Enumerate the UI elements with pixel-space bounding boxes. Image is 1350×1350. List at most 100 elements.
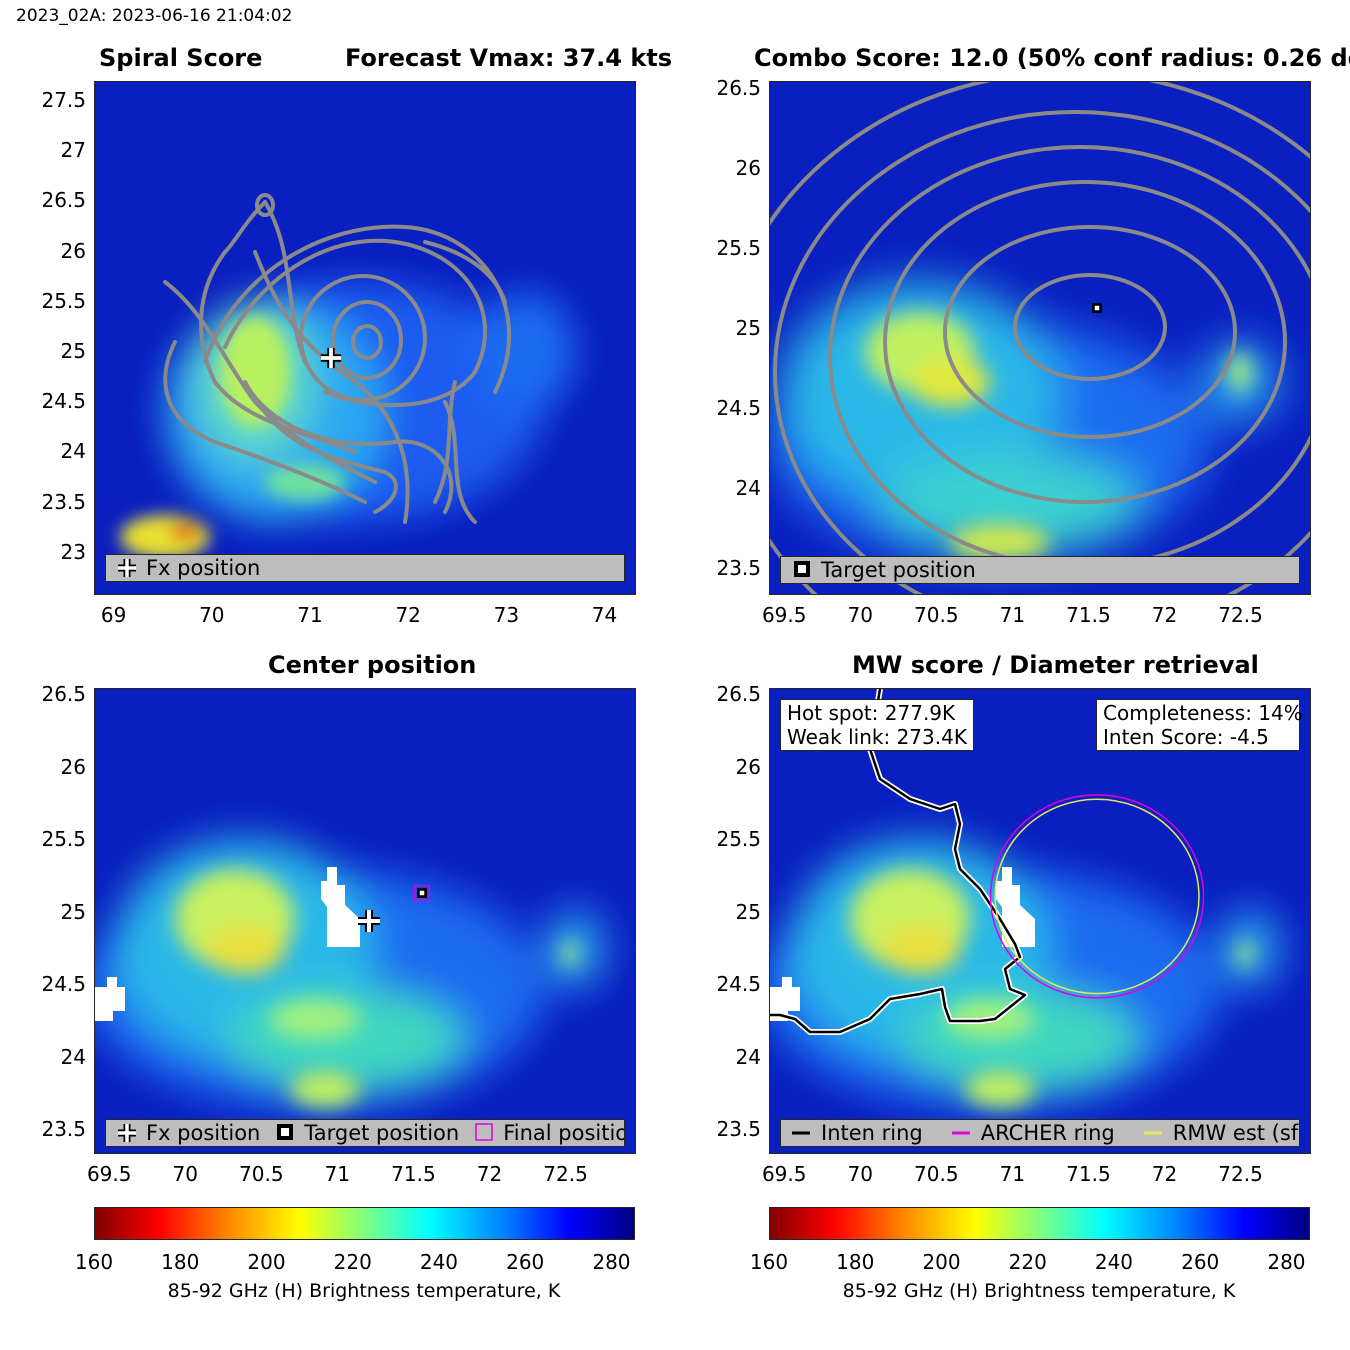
image-header: 2023_02A: 2023-06-16 21:04:02 [16, 6, 293, 26]
y-tick-label: 24.5 [41, 389, 86, 414]
y-tick-label: 24.5 [716, 972, 761, 997]
y-tick-label: 25.5 [41, 827, 86, 852]
x-tick-label: 71.5 [1066, 603, 1111, 627]
x-tick-label: 70.5 [914, 603, 959, 627]
y-tick-label: 25 [60, 339, 86, 364]
colorbar-left [94, 1207, 635, 1240]
square-icon [794, 561, 810, 577]
open-square-icon [475, 1123, 493, 1141]
x-tick-label: 70 [847, 1162, 873, 1186]
center-heatmap [95, 689, 635, 1153]
y-tick-label: 24 [735, 1044, 761, 1069]
combo-contours [770, 82, 1310, 594]
x-tick-label: 71.5 [391, 1162, 436, 1186]
colorbar-tick-label: 260 [506, 1250, 545, 1274]
legend-label: Fx position [146, 556, 261, 580]
y-tick-label: 25 [735, 316, 761, 340]
y-tick-label: 23 [60, 539, 86, 564]
completeness-text: Completeness: 14% [1103, 701, 1303, 725]
y-tick-label: 23.5 [41, 489, 86, 514]
combo-heatmap [770, 82, 1310, 594]
x-tick-label: 70.5 [239, 1162, 284, 1186]
y-tick-label: 24 [735, 476, 761, 500]
colorbar-tick-label: 180 [161, 1250, 200, 1274]
spiral-contours [163, 193, 512, 524]
center-map: Fx position Target position Final positi… [94, 688, 636, 1154]
hot-spot-text: Hot spot: 277.9K [787, 701, 956, 725]
land-mask [95, 977, 125, 1021]
colorbar-tick-label: 240 [419, 1250, 459, 1274]
x-tick-label: 72 [1151, 603, 1178, 627]
x-tick-label: 71 [999, 603, 1026, 627]
y-tick-label: 25.5 [41, 288, 86, 313]
colorbar-tick-label: 280 [592, 1250, 631, 1274]
land-mask [321, 867, 360, 947]
mw-info-right: Completeness: 14% Inten Score: -4.5 [1096, 699, 1303, 751]
spiral-heatmap [95, 82, 635, 594]
y-tick-label: 24.5 [716, 396, 761, 420]
land-mask [770, 977, 800, 1021]
legend-label: Fx position [146, 1121, 261, 1145]
spiral-vmax-title: Forecast Vmax: 37.4 kts [345, 44, 673, 72]
line-icon [1143, 1131, 1162, 1135]
y-tick-label: 23.5 [716, 556, 761, 580]
target-position-marker [1088, 299, 1106, 321]
archer-ring [989, 794, 1205, 999]
mw-info-left: Hot spot: 277.9K Weak link: 273.4K [780, 699, 974, 751]
y-tick-label: 25.5 [716, 236, 761, 260]
y-tick-label: 26 [60, 238, 86, 263]
colorbar-tick-label: 200 [247, 1250, 286, 1274]
mw-heatmap [770, 689, 1310, 1153]
cross-icon [118, 1124, 136, 1142]
legend-label: Inten ring [821, 1121, 923, 1145]
combo-title: Combo Score: 12.0 (50% conf radius: 0.26… [754, 44, 1350, 72]
y-tick-label: 26 [735, 754, 761, 779]
cross-icon [118, 559, 136, 577]
x-tick-label: 69 [100, 603, 127, 627]
legend-item-fx: Fx position [106, 556, 260, 580]
legend-item-final: Final position [463, 1121, 624, 1145]
mw-map: Hot spot: 277.9K Weak link: 273.4K Compl… [769, 688, 1311, 1154]
y-tick-label: 25 [60, 899, 86, 924]
mw-legend: Inten ring ARCHER ring RMW est (sfc) [780, 1119, 1300, 1147]
colorbar-tick-label: 280 [1267, 1250, 1306, 1274]
line-icon [951, 1131, 970, 1135]
spiral-title: Spiral Score [99, 44, 263, 72]
y-tick-label: 26.5 [41, 682, 86, 707]
legend-label: RMW est (sfc) [1172, 1121, 1299, 1145]
y-tick-label: 23.5 [41, 1117, 86, 1142]
center-legend: Fx position Target position Final positi… [105, 1119, 625, 1147]
rmw-ring [994, 798, 1200, 995]
y-tick-label: 27 [60, 138, 86, 163]
y-tick-label: 26.5 [716, 76, 761, 100]
square-icon [277, 1124, 294, 1140]
target-position-marker [413, 884, 431, 906]
line-icon [792, 1131, 810, 1135]
weak-link-text: Weak link: 273.4K [787, 725, 967, 749]
x-tick-label: 70 [847, 603, 873, 627]
spiral-map: Fx position [94, 81, 636, 595]
y-tick-label: 24 [60, 1044, 86, 1069]
x-tick-label: 70 [199, 603, 225, 627]
legend-label: Target position [304, 1121, 460, 1145]
y-tick-label: 26 [60, 754, 86, 779]
x-tick-label: 72 [395, 603, 421, 627]
colorbar-right [769, 1207, 1310, 1240]
inten-ring [770, 689, 1028, 1035]
colorbar-label-right: 85-92 GHz (H) Brightness temperature, K [842, 1280, 1236, 1302]
y-tick-label: 26.5 [716, 682, 761, 707]
legend-item-target: Target position [264, 1121, 459, 1145]
x-tick-label: 73 [493, 603, 520, 627]
mw-title: MW score / Diameter retrieval [852, 651, 1259, 679]
y-tick-label: 24.5 [41, 972, 86, 997]
x-tick-label: 72 [476, 1162, 503, 1186]
x-tick-label: 74 [591, 603, 618, 627]
x-tick-label: 70.5 [914, 1162, 959, 1186]
combo-legend: Target position [780, 556, 1300, 584]
y-tick-label: 23.5 [716, 1117, 761, 1142]
x-tick-label: 72 [1151, 1162, 1178, 1186]
legend-label: ARCHER ring [980, 1121, 1115, 1145]
x-tick-label: 72.5 [1218, 1162, 1263, 1186]
x-tick-label: 71 [999, 1162, 1026, 1186]
x-tick-label: 69.5 [86, 1162, 132, 1186]
